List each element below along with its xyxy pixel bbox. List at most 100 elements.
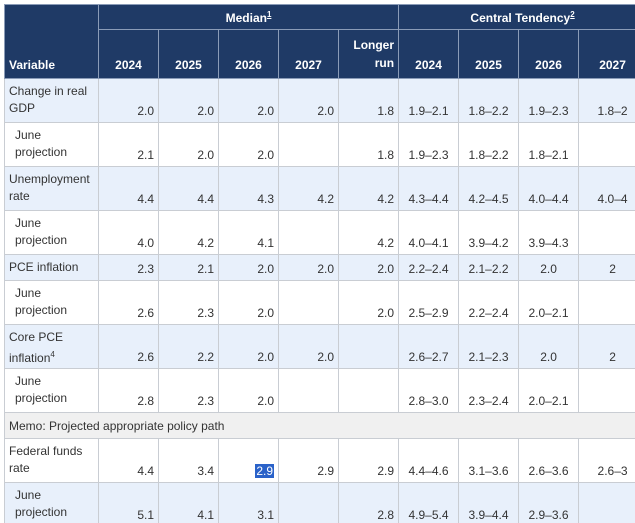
ct-col-2026: 2026 <box>518 29 580 79</box>
ct-cell <box>578 280 635 325</box>
ct-cell: 3.9–4.4 <box>458 482 520 523</box>
table-row: Change in real GDP 2.0 2.0 2.0 2.0 1.8 1.… <box>4 78 635 123</box>
ct-cell: 4.0–4.1 <box>398 210 460 255</box>
median-col-2025: 2025 <box>158 29 219 79</box>
row-label: Federal funds rate <box>4 438 99 483</box>
ct-cell: 2.8–3.0 <box>398 368 460 413</box>
table-row: June projection 2.6 2.3 2.0 2.0 2.5–2.9 2… <box>4 280 635 325</box>
row-label-line1: Unemployment <box>9 172 90 186</box>
ct-col-2024: 2024 <box>398 29 460 79</box>
table-row: Federal funds rate 4.4 3.4 2.9 2.9 2.9 4.… <box>4 438 635 483</box>
central-tendency-footnote-link[interactable]: 2 <box>570 9 575 19</box>
central-tendency-header-label: Central Tendency <box>470 10 571 25</box>
median-cell: 2.0 <box>218 280 279 325</box>
ct-cell <box>578 210 635 255</box>
ct-col-2025: 2025 <box>458 29 520 79</box>
median-group-header: Median1 <box>97 4 400 30</box>
row-label: Change in real GDP <box>4 78 99 123</box>
ct-cell: 1.8–2.2 <box>458 78 520 123</box>
ct-cell <box>578 122 635 167</box>
ct-cell: 3.9–4.3 <box>518 210 580 255</box>
ct-cell: 2.5–2.9 <box>398 280 460 325</box>
median-col-2027: 2027 <box>278 29 339 79</box>
ct-cell: 2.0 <box>518 254 580 281</box>
median-cell: 2.6 <box>98 324 159 369</box>
median-cell: 2.0 <box>278 254 339 281</box>
ct-cell: 2.6–3 <box>578 438 635 483</box>
median-cell: 4.3 <box>218 166 279 211</box>
table-row: Unemployment rate 4.4 4.4 4.3 4.2 4.2 4.3… <box>4 166 635 211</box>
row-label-line1: Core PCE <box>9 330 64 344</box>
median-cell: 2.0 <box>98 78 159 123</box>
median-cell: 5.1 <box>98 482 159 523</box>
median-cell: 2.3 <box>98 254 159 281</box>
row-label: June projection <box>4 482 99 523</box>
ct-cell: 2.9–3.6 <box>518 482 580 523</box>
row-label-line2: projection <box>15 145 68 159</box>
table-row: June projection 4.0 4.2 4.1 4.2 4.0–4.1 3… <box>4 210 635 255</box>
row-label-line2: rate <box>9 461 30 475</box>
ct-cell: 2.0–2.1 <box>518 368 580 413</box>
median-cell <box>278 210 339 255</box>
table-row: June projection 5.1 4.1 3.1 2.8 4.9–5.4 3… <box>4 482 635 523</box>
median-cell <box>278 482 339 523</box>
median-cell: 4.4 <box>98 438 159 483</box>
row-label: June projection <box>4 210 99 255</box>
median-cell <box>278 280 339 325</box>
median-cell <box>278 368 339 413</box>
ct-cell: 1.9–2.1 <box>398 78 460 123</box>
row-label: PCE inflation <box>4 254 99 281</box>
ct-cell: 3.1–3.6 <box>458 438 520 483</box>
ct-cell: 4.2–4.5 <box>458 166 520 211</box>
median-col-2026: 2026 <box>218 29 279 79</box>
ct-cell: 2.0–2.1 <box>518 280 580 325</box>
row-label: Unemployment rate <box>4 166 99 211</box>
row-label: June projection <box>4 122 99 167</box>
median-cell: 2.0 <box>158 122 219 167</box>
median-cell: 2.0 <box>278 78 339 123</box>
ct-cell: 4.9–5.4 <box>398 482 460 523</box>
ct-cell: 2.1–2.3 <box>458 324 520 369</box>
median-footnote-link[interactable]: 1 <box>266 9 272 19</box>
median-cell: 2.9 <box>337 438 400 483</box>
median-cell: 2.2 <box>158 324 219 369</box>
median-cell: 2.0 <box>278 324 339 369</box>
core-pce-footnote-link[interactable]: 4 <box>50 350 55 359</box>
row-label: Core PCE inflation4 <box>4 324 99 369</box>
ct-cell: 2.2–2.4 <box>398 254 460 281</box>
median-cell: 2.0 <box>218 324 279 369</box>
median-cell <box>337 368 400 413</box>
median-col-longer-run: Longer run <box>337 29 400 79</box>
median-cell: 4.4 <box>158 166 219 211</box>
variable-header-label: Variable <box>9 58 56 72</box>
table-row: Core PCE inflation4 2.6 2.2 2.0 2.0 2.6–2… <box>4 324 635 369</box>
row-label-line1: Federal funds <box>9 444 83 458</box>
median-cell: 4.1 <box>218 210 279 255</box>
row-label-line2: rate <box>9 189 30 203</box>
median-cell: 3.4 <box>158 438 219 483</box>
median-cell: 2.0 <box>218 122 279 167</box>
median-cell-selected[interactable]: 2.9 <box>218 438 279 483</box>
median-cell: 2.0 <box>218 368 279 413</box>
median-col-2024: 2024 <box>98 29 159 79</box>
variable-header: Variable <box>4 4 99 79</box>
table-row: June projection 2.1 2.0 2.0 1.8 1.9–2.3 1… <box>4 122 635 167</box>
ct-cell: 1.9–2.3 <box>518 78 580 123</box>
ct-cell: 2.6–2.7 <box>398 324 460 369</box>
median-cell: 4.2 <box>337 210 400 255</box>
median-cell: 2.8 <box>337 482 400 523</box>
row-label-line1: PCE inflation <box>9 260 79 274</box>
ct-cell: 4.0–4 <box>578 166 635 211</box>
row-label-line1: June <box>15 488 42 502</box>
ct-cell: 1.8–2 <box>578 78 635 123</box>
selected-text[interactable]: 2.9 <box>255 464 274 478</box>
ct-cell: 2.1–2.2 <box>458 254 520 281</box>
ct-cell: 1.8–2.2 <box>458 122 520 167</box>
ct-cell: 2 <box>578 254 635 281</box>
median-cell: 4.0 <box>98 210 159 255</box>
row-label: June projection <box>4 280 99 325</box>
ct-cell: 2.6–3.6 <box>518 438 580 483</box>
table-row: PCE inflation 2.3 2.1 2.0 2.0 2.0 2.2–2.… <box>4 254 635 281</box>
ct-cell: 1.9–2.3 <box>398 122 460 167</box>
ct-cell: 1.8–2.1 <box>518 122 580 167</box>
